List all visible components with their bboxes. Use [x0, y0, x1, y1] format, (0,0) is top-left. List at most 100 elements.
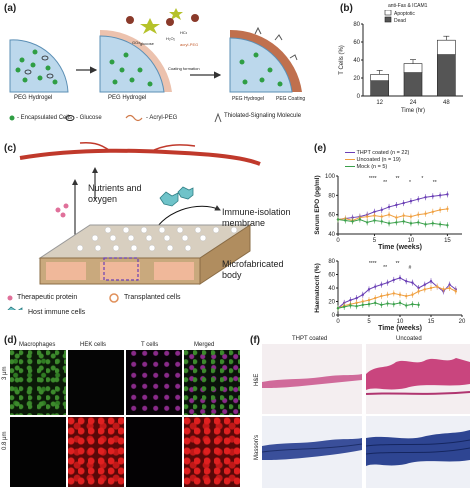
- data-point: [365, 215, 369, 218]
- legend-thiol-text: Thiolated-Signaling Molecule: [224, 113, 302, 119]
- series-line-thpt-coated: [337, 193, 448, 220]
- data-point: [367, 288, 371, 291]
- acryl-legend-icon: [125, 114, 143, 122]
- micro-macrophage-08um: [10, 417, 66, 487]
- data-point: [409, 215, 413, 218]
- series-line-uncoated: [337, 208, 448, 221]
- y-axis-label: T Cells (%): [339, 45, 345, 75]
- data-point: [417, 213, 420, 216]
- data-point: [361, 303, 364, 307]
- x-tick-label-12: 12: [376, 100, 383, 106]
- x-tick-label: 10: [408, 238, 415, 244]
- histology-masson-uncoated: [366, 416, 470, 488]
- data-point: [392, 292, 395, 295]
- data-point: [417, 303, 420, 307]
- data-point: [446, 193, 449, 196]
- data-point: [349, 304, 352, 307]
- data-point: [448, 286, 451, 290]
- gox-text: GOx: [132, 40, 140, 45]
- data-point: [402, 220, 405, 223]
- hydrogel-3: [229, 37, 293, 93]
- data-point: [431, 222, 435, 225]
- data-point: [405, 280, 408, 283]
- col-thpt-coated: THPT coated: [292, 336, 328, 342]
- data-point: [361, 293, 364, 296]
- hydrogel-2: [99, 35, 165, 93]
- data-point: [417, 198, 420, 201]
- y-tick-label: 80: [328, 193, 335, 199]
- bar-apoptotic-48: [437, 39, 456, 55]
- micro-macrophage-3um: [10, 350, 66, 415]
- data-point: [380, 220, 383, 223]
- significance-annotation: **: [396, 261, 400, 267]
- x-tick-label-48: 48: [443, 100, 450, 106]
- data-point: [417, 290, 420, 293]
- significance-annotation: **: [396, 176, 400, 182]
- encapsulated-cells-1: [15, 49, 58, 85]
- x-tick-label: 5: [373, 238, 377, 244]
- data-point: [361, 300, 364, 303]
- data-point: [446, 224, 449, 227]
- acryl-peg-text: acryl-PEG: [180, 42, 198, 47]
- data-point: [411, 293, 414, 296]
- col-tcells: T cells: [141, 342, 159, 348]
- blood-vessel: [19, 148, 261, 166]
- data-point: [374, 285, 377, 288]
- data-point: [336, 307, 340, 310]
- y-tick-label: 60: [328, 213, 335, 219]
- panel-b-letter: (b): [340, 3, 353, 14]
- y-tick-label: 100: [325, 174, 336, 180]
- data-point: [424, 196, 427, 199]
- data-point: [392, 278, 395, 282]
- legend-apoptotic-label: Apoptotic: [394, 11, 415, 17]
- data-point: [395, 216, 398, 219]
- panel-b-legend-title: anti-Fas & ICAM1: [388, 3, 428, 9]
- data-point: [405, 294, 408, 298]
- data-point: [448, 283, 451, 286]
- y-tick-label: 80: [328, 259, 335, 265]
- data-point: [411, 303, 414, 306]
- data-point: [380, 208, 383, 212]
- data-point: [373, 214, 376, 217]
- significance-annotation: *: [421, 176, 423, 182]
- data-point: [424, 212, 427, 215]
- y-tick-label: 0: [332, 313, 336, 319]
- data-point: [386, 293, 389, 296]
- legend-thpt: THPT coated (n = 22): [345, 150, 409, 157]
- data-point: [429, 280, 433, 283]
- significance-annotation: **: [433, 180, 437, 186]
- panel-f-letter: (f): [250, 335, 260, 346]
- row-massons: Masson's: [254, 434, 260, 460]
- data-point: [380, 294, 383, 298]
- signaling-molecules-3: [254, 26, 298, 61]
- data-point: [438, 223, 442, 226]
- y-tick-label: 40: [328, 286, 335, 292]
- y-tick-label: 0: [357, 94, 361, 100]
- brown-molecules: [126, 14, 199, 26]
- y-axis-label: Serum EPO (pg/ml): [314, 175, 321, 234]
- data-point: [355, 296, 358, 300]
- data-point: [387, 222, 391, 225]
- hydrogel-label-1: PEG Hydrogel: [14, 95, 53, 101]
- coating-label: PEG Coating: [276, 96, 306, 102]
- data-point: [380, 283, 383, 286]
- significance-annotation: **: [383, 265, 387, 271]
- legend-cells-text: - Encapsulated Cells: [17, 115, 73, 121]
- y-tick-label: 60: [328, 273, 335, 279]
- hydrogel-label-3: PEG Hydrogel: [232, 96, 264, 102]
- x-axis-label: Time (hr): [401, 108, 425, 114]
- x-tick-label: 15: [428, 319, 435, 325]
- hc-text: HC•: [180, 30, 188, 35]
- panel-c-device: [7, 141, 261, 310]
- y-axis-label: Haematocrit (%): [314, 263, 321, 312]
- micro-merged-08um: [184, 417, 240, 487]
- data-point: [402, 201, 405, 205]
- data-point: [373, 219, 376, 222]
- bar-apoptotic-12: [370, 74, 389, 82]
- data-point: [387, 213, 391, 216]
- data-point: [411, 281, 414, 284]
- data-point: [424, 223, 427, 226]
- x-tick-label: 0: [336, 319, 340, 325]
- significance-annotation: ****: [369, 176, 377, 182]
